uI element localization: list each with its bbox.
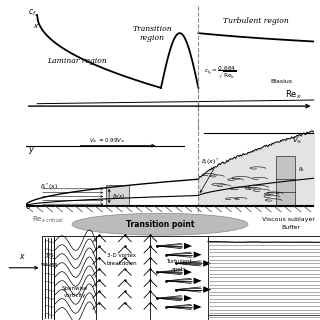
Text: $x$: $x$ bbox=[33, 22, 39, 30]
Polygon shape bbox=[184, 269, 192, 276]
Polygon shape bbox=[203, 260, 211, 267]
Ellipse shape bbox=[72, 213, 248, 235]
Polygon shape bbox=[203, 286, 211, 293]
Text: Blasius: Blasius bbox=[270, 79, 292, 84]
Text: $\mathrm{Re}_x$: $\mathrm{Re}_x$ bbox=[285, 89, 302, 101]
Text: Buffer: Buffer bbox=[282, 225, 300, 230]
Text: Transition
region: Transition region bbox=[132, 25, 172, 42]
Text: Transition point: Transition point bbox=[126, 220, 194, 229]
Polygon shape bbox=[184, 243, 192, 249]
Polygon shape bbox=[194, 277, 202, 284]
Bar bbox=[276, 156, 295, 206]
Polygon shape bbox=[194, 252, 202, 258]
Text: $0$: $0$ bbox=[25, 202, 31, 211]
Text: $\mathrm{Re}_{x\ \mathit{critical}}$: $\mathrm{Re}_{x\ \mathit{critical}}$ bbox=[32, 215, 64, 225]
Bar bbox=[42, 236, 320, 320]
Text: Laminar region: Laminar region bbox=[48, 57, 107, 65]
Text: $\delta_l^*(x)$: $\delta_l^*(x)$ bbox=[40, 181, 58, 192]
Text: $\delta_t$: $\delta_t$ bbox=[298, 165, 305, 174]
Text: vorticity: vorticity bbox=[64, 293, 86, 298]
Text: 3-D vortex: 3-D vortex bbox=[107, 253, 136, 258]
Text: Spanwise: Spanwise bbox=[62, 285, 88, 291]
Text: $V_\infty\ \approx 0.99V_\infty$: $V_\infty\ \approx 0.99V_\infty$ bbox=[89, 137, 125, 145]
Text: $y$: $y$ bbox=[28, 145, 35, 156]
Text: spots: spots bbox=[172, 267, 187, 272]
Polygon shape bbox=[184, 295, 192, 301]
Text: Turbulent: Turbulent bbox=[166, 260, 192, 264]
Text: T/S: T/S bbox=[45, 253, 54, 258]
Text: $V_\infty$: $V_\infty$ bbox=[292, 136, 302, 146]
Polygon shape bbox=[194, 304, 202, 310]
Text: Viscous sublayer: Viscous sublayer bbox=[262, 217, 315, 222]
Text: $\delta_l(x)$: $\delta_l(x)$ bbox=[112, 192, 126, 201]
Text: $\delta_l(x)^*$: $\delta_l(x)^*$ bbox=[201, 157, 220, 167]
Bar bbox=[106, 185, 129, 206]
Text: $c_{f_x}$: $c_{f_x}$ bbox=[28, 8, 39, 19]
Text: waves: waves bbox=[41, 262, 58, 267]
Text: $c_{f_x} = \dfrac{0.664}{\sqrt{\mathrm{Re}_x}}$: $c_{f_x} = \dfrac{0.664}{\sqrt{\mathrm{R… bbox=[204, 65, 237, 81]
Text: breakdown: breakdown bbox=[106, 260, 137, 266]
Text: $x$: $x$ bbox=[19, 252, 26, 261]
Text: Turbulent region: Turbulent region bbox=[223, 17, 289, 25]
